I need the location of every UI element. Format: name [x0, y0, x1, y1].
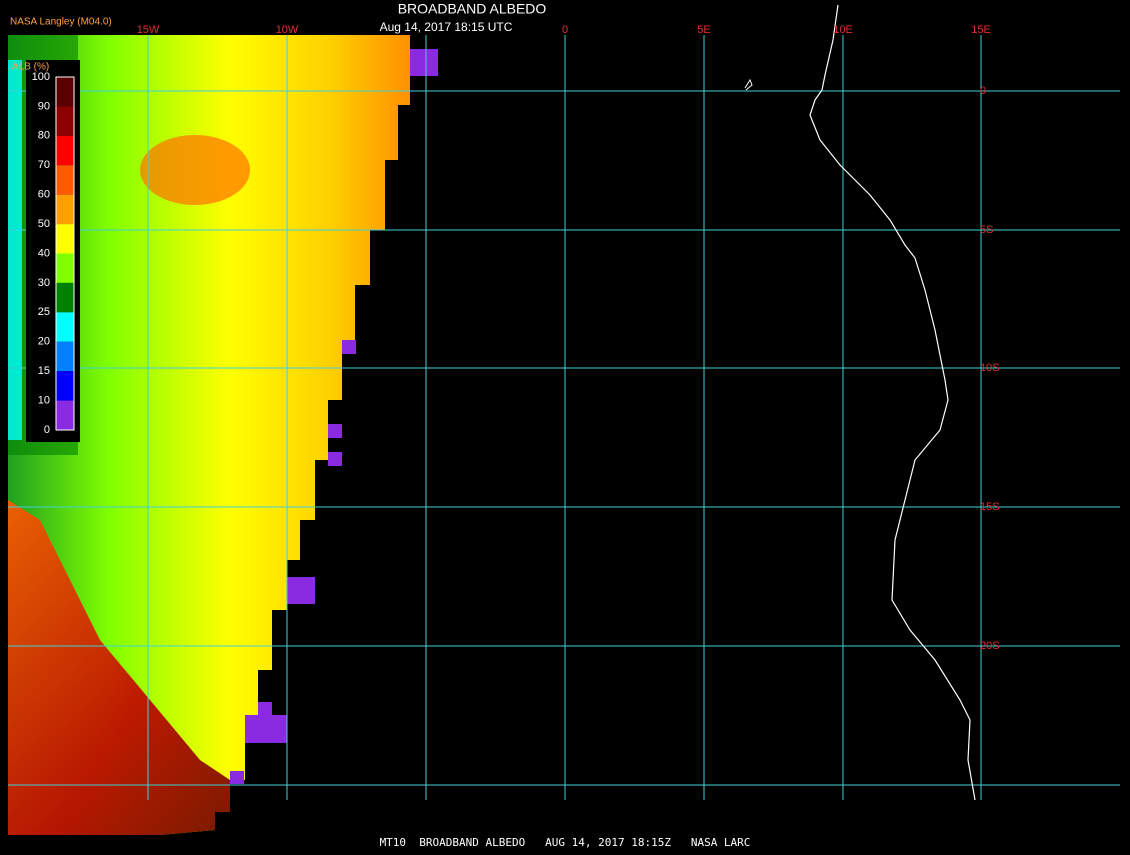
- colorbar-frame: [55, 76, 75, 431]
- colorbar-segment: [56, 341, 74, 372]
- albedo-patch: [140, 135, 250, 205]
- colorbar-label: 30: [38, 277, 50, 289]
- coastline: [809, 4, 976, 801]
- legend-title: ALB (%): [12, 62, 49, 73]
- longitude-label: 15E: [971, 24, 991, 36]
- colorbar-label: 60: [38, 189, 50, 201]
- colorbar-label: 10: [38, 394, 50, 406]
- longitude-label: 10E: [833, 24, 853, 36]
- latitude-label: 5S: [980, 224, 993, 236]
- latitude-label: 0: [980, 85, 986, 97]
- colorbar-label: 0: [44, 424, 50, 436]
- colorbar-label: 80: [38, 130, 50, 142]
- colorbar-segment: [56, 106, 74, 136]
- title: BROADBAND ALBEDO: [398, 1, 547, 17]
- footer: MT10 BROADBAND ALBEDO AUG 14, 2017 18:15…: [380, 836, 751, 849]
- colorbar-label: 25: [38, 306, 50, 318]
- colorbar-segment: [56, 165, 74, 195]
- colorbar-segment: [56, 400, 74, 430]
- colorbar-label: 70: [38, 159, 50, 171]
- colorbar-label: 15: [38, 365, 50, 377]
- albedo-high-region: [8, 500, 230, 835]
- producer: NASA Langley (M04.0): [10, 17, 112, 28]
- latitude-label: 10S: [980, 362, 1000, 374]
- longitude-label: 10W: [276, 24, 299, 36]
- longitude-label: 0: [562, 24, 568, 36]
- colorbar-label: 20: [38, 336, 50, 348]
- timestamp: Aug 14, 2017 18:15 UTC: [380, 20, 513, 34]
- graticule: [8, 35, 1120, 800]
- colorbar-segment: [56, 282, 74, 313]
- colorbar-segment: [56, 371, 74, 401]
- colorbar-label: 90: [38, 100, 50, 112]
- colorbar-label: 50: [38, 218, 50, 230]
- missing-data-blocks: [230, 49, 438, 784]
- albedo-field: [8, 35, 410, 835]
- colorbar-label: 100: [32, 71, 50, 83]
- colorbar-label: 40: [38, 247, 50, 259]
- colorbar-segment: [56, 194, 74, 225]
- latitude-label: 20S: [980, 640, 1000, 652]
- longitude-label: 15W: [137, 24, 160, 36]
- colorbar-segment: [56, 312, 74, 342]
- island: [744, 78, 753, 91]
- colorbar-segment: [56, 77, 74, 107]
- albedo-low-strip: [8, 60, 22, 440]
- colorbar-segment: [56, 224, 74, 254]
- longitude-label: 5E: [697, 24, 710, 36]
- colorbar-segment: [56, 135, 74, 166]
- colorbar-segment: [56, 253, 74, 283]
- latitude-label: 15S: [980, 501, 1000, 513]
